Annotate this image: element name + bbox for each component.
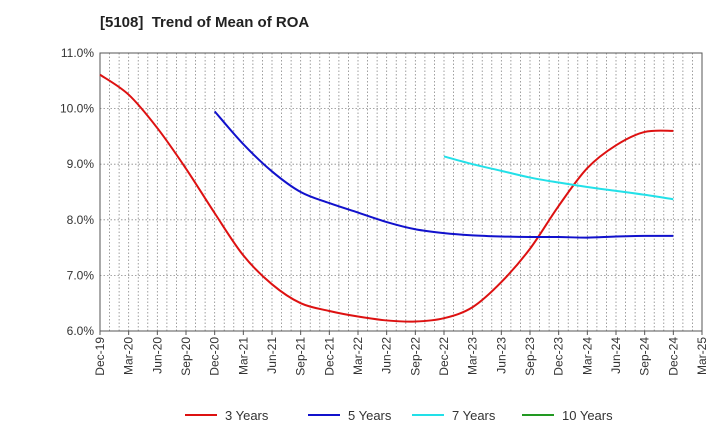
x-tick-label: Sep-20 (179, 337, 193, 376)
grid (100, 52, 702, 332)
x-tick-label: Sep-23 (523, 337, 537, 376)
legend-label: 10 Years (562, 408, 613, 423)
legend: 3 Years 5 Years 7 Years 10 Years (185, 408, 613, 423)
y-tick-label: 9.0% (67, 157, 95, 171)
plot-border (99, 52, 703, 332)
y-tick-label: 7.0% (67, 268, 95, 282)
x-tick-label: Mar-24 (580, 337, 594, 375)
x-tick-label: Dec-19 (93, 337, 107, 376)
x-tick-label: Sep-21 (294, 337, 308, 376)
x-tick-label: Jun-22 (380, 337, 394, 374)
x-tick-label: Mar-22 (351, 337, 365, 375)
axes: 6.0% 7.0% 8.0% 9.0% 10.0% 11.0% Dec-19 Mar-20 Ju… (60, 46, 709, 376)
y-tick-label: 11.0% (61, 46, 94, 60)
x-tick-label: Dec-20 (208, 337, 222, 376)
legend-label: 3 Years (225, 408, 269, 423)
x-tick-label: Mar-23 (466, 337, 480, 375)
x-tick-label: Jun-20 (150, 337, 164, 374)
x-tick-label: Mar-21 (236, 337, 250, 375)
y-tick-label: 10.0% (60, 102, 94, 116)
x-tick-label: Dec-21 (322, 337, 336, 376)
legend-label: 5 Years (348, 408, 392, 423)
series-line-1 (99, 73, 674, 323)
x-tick-label: Jun-23 (494, 337, 508, 374)
x-tick-label: Dec-22 (437, 337, 451, 376)
y-tick-label: 6.0% (67, 324, 95, 338)
x-tick-label: Sep-22 (408, 337, 422, 376)
x-tick-label: Mar-20 (122, 337, 136, 375)
x-tick-label: Dec-23 (552, 337, 566, 376)
series-line-3 (443, 155, 674, 201)
chart-title: [5108] Trend of Mean of ROA (100, 14, 310, 31)
x-tick-label: Sep-24 (638, 337, 652, 376)
x-tick-label: Dec-24 (666, 337, 680, 376)
series-line-2 (213, 110, 674, 239)
x-tick-label: Mar-25 (695, 337, 709, 375)
legend-label: 7 Years (452, 408, 496, 423)
x-tick-label: Jun-21 (265, 337, 279, 374)
y-tick-label: 8.0% (67, 213, 95, 227)
series-lines (99, 73, 674, 323)
x-tick-label: Jun-24 (609, 337, 623, 374)
